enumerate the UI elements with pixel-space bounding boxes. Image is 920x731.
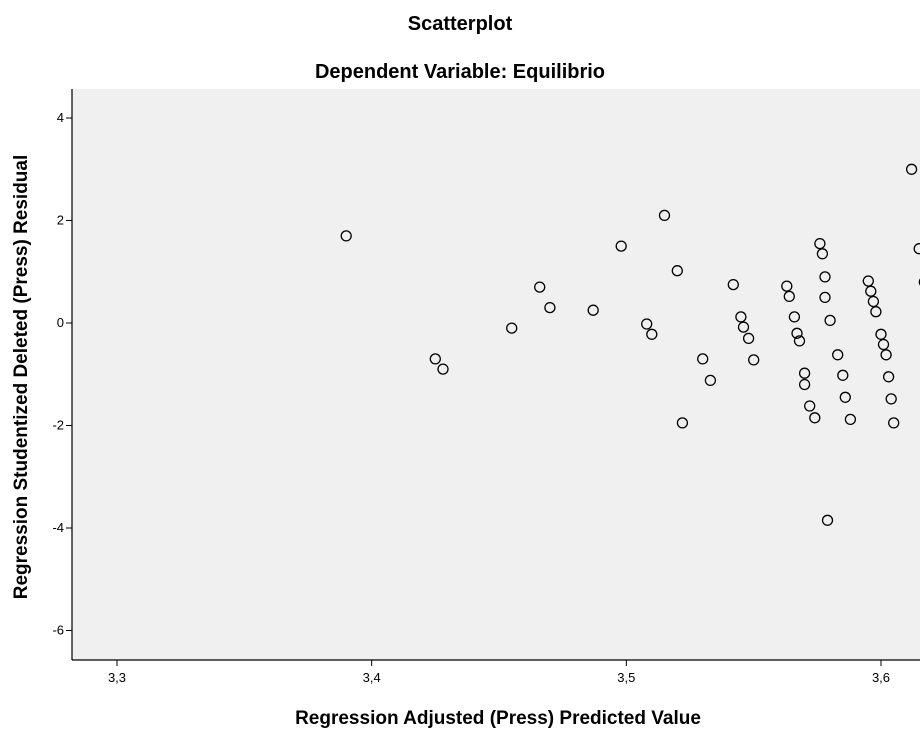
data-point [816,248,829,260]
data-point [437,363,449,375]
x-tick-label: 3,5 [617,670,635,685]
data-point [821,514,834,526]
data-point [913,243,920,255]
data-point [506,322,518,334]
x-axis-title: Regression Adjusted (Press) Predicted Va… [295,708,701,729]
data-point [737,321,750,333]
data-point [918,278,920,286]
data-point [658,209,671,222]
data-points [340,163,920,526]
y-tick-label: -2 [52,418,64,433]
chart-title: Scatterplot [408,13,513,35]
data-point [832,349,844,361]
data-point [804,400,816,412]
data-point [791,327,803,339]
data-point [727,278,739,291]
data-point [888,417,900,429]
data-point [748,354,760,366]
data-point [429,353,441,365]
data-point [783,290,795,303]
data-point [641,318,653,330]
data-point [819,291,831,304]
data-point [587,304,599,316]
data-point [824,314,836,327]
data-point [865,285,877,297]
data-point [880,349,892,361]
y-tick-label: -6 [52,623,64,638]
data-point [676,417,689,429]
data-point [671,265,683,277]
plot-area [72,89,920,660]
x-axis: 3,33,43,53,63,73,83,9 [72,659,920,685]
data-point [877,338,890,351]
data-point [735,311,747,323]
data-point [788,311,801,323]
data-point [615,240,627,252]
data-point [870,306,882,318]
data-point [809,412,821,424]
data-point [793,335,806,347]
data-point [646,328,658,340]
data-point [839,391,851,403]
data-point [837,369,849,381]
y-tick-label: 0 [57,315,64,330]
data-point [742,332,755,345]
data-point [544,301,556,314]
data-point [867,295,880,308]
data-point [798,367,811,379]
data-point [875,328,887,340]
y-tick-label: -4 [52,520,64,535]
y-axis: -6 -4 -2 0 2 4 [52,89,73,660]
data-point [885,393,897,405]
data-point [814,237,826,250]
x-tick-label: 3,6 [872,670,890,685]
chart-subtitle: Dependent Variable: Equilibrio [315,61,605,83]
y-tick-label: 2 [57,213,64,228]
data-point [534,281,546,293]
data-point [844,413,857,426]
data-point [697,353,709,365]
y-tick-label: 4 [57,110,64,125]
data-point [781,280,793,292]
data-point [862,275,874,287]
data-point [340,230,352,242]
data-point [704,374,717,387]
data-point [882,371,895,383]
data-point [905,163,918,175]
y-axis-title: Regression Studentized Deleted (Press) R… [11,155,32,600]
x-tick-label: 3,3 [108,670,126,685]
data-point [798,378,811,391]
x-tick-label: 3,4 [363,670,381,685]
data-point [819,271,831,283]
